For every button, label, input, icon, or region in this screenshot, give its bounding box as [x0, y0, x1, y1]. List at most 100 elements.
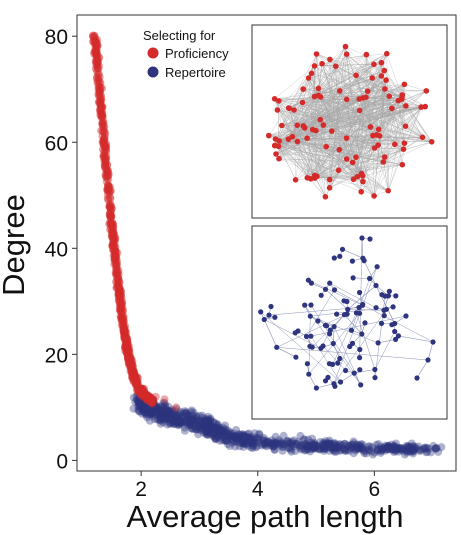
data-point-proficiency	[172, 403, 181, 412]
data-point-repertoire	[388, 444, 397, 452]
data-point-repertoire	[140, 400, 149, 409]
network-edge	[386, 53, 389, 191]
data-point-proficiency	[105, 210, 114, 218]
data-point-repertoire	[382, 444, 391, 453]
data-point-repertoire	[140, 404, 148, 412]
data-point-repertoire	[343, 441, 352, 450]
data-point-proficiency	[142, 394, 150, 403]
network-edge	[274, 145, 311, 179]
data-point-proficiency	[146, 396, 155, 405]
data-point-repertoire	[293, 439, 302, 448]
data-point-repertoire	[160, 415, 169, 424]
data-point-repertoire	[228, 435, 237, 444]
data-point-repertoire	[135, 396, 144, 405]
network-node	[360, 301, 366, 308]
data-point-repertoire	[200, 416, 209, 425]
data-point-repertoire	[214, 420, 222, 429]
network-edge	[355, 157, 403, 165]
data-point-proficiency	[108, 229, 117, 238]
data-point-repertoire	[188, 420, 197, 429]
network-edge	[355, 54, 367, 76]
data-point-proficiency	[141, 390, 150, 399]
data-point-repertoire	[219, 432, 228, 441]
data-point-proficiency	[141, 393, 150, 401]
data-point-repertoire	[315, 445, 324, 454]
data-point-repertoire	[360, 447, 368, 456]
data-point-repertoire	[143, 394, 152, 403]
data-point-repertoire	[260, 440, 269, 448]
data-point-repertoire	[198, 411, 207, 420]
data-point-repertoire	[239, 436, 248, 445]
data-point-proficiency	[101, 160, 110, 169]
data-point-repertoire	[140, 403, 149, 411]
data-point-repertoire	[189, 419, 198, 428]
data-point-proficiency	[98, 112, 106, 121]
data-point-proficiency	[130, 377, 139, 386]
data-point-proficiency	[100, 147, 109, 156]
data-point-proficiency	[121, 343, 130, 352]
data-point-repertoire	[153, 402, 162, 411]
network-edge	[346, 54, 407, 107]
data-point-repertoire	[320, 444, 329, 453]
data-point-repertoire	[205, 424, 214, 433]
network-node	[357, 367, 363, 373]
data-point-proficiency	[92, 40, 101, 49]
data-point-repertoire	[257, 441, 266, 450]
data-point-repertoire	[150, 406, 159, 415]
data-point-repertoire	[144, 400, 153, 409]
network-edge	[288, 100, 399, 140]
data-point-proficiency	[96, 110, 105, 119]
data-point-repertoire	[329, 445, 338, 454]
network-node	[331, 255, 337, 261]
data-point-repertoire	[142, 393, 151, 402]
data-point-proficiency	[106, 208, 115, 217]
data-point-proficiency	[122, 340, 131, 349]
data-point-repertoire	[201, 427, 210, 436]
data-point-repertoire	[145, 408, 154, 417]
data-point-repertoire	[195, 423, 204, 432]
network-edge	[342, 249, 364, 259]
data-point-proficiency	[92, 49, 101, 58]
network-node	[363, 94, 369, 100]
data-point-repertoire	[196, 419, 205, 428]
data-point-proficiency	[116, 286, 125, 295]
data-point-repertoire	[170, 411, 179, 420]
data-point-proficiency	[123, 352, 132, 361]
network-node	[418, 104, 424, 110]
network-node	[342, 43, 349, 50]
data-point-repertoire	[368, 443, 377, 452]
data-point-proficiency	[117, 314, 126, 323]
data-point-proficiency	[112, 283, 121, 292]
data-point-repertoire	[131, 398, 140, 406]
network-edge	[308, 374, 317, 389]
network-node	[331, 324, 337, 330]
data-point-repertoire	[231, 434, 240, 443]
data-point-proficiency	[132, 377, 141, 386]
data-point-repertoire	[337, 446, 345, 455]
data-point-proficiency	[139, 389, 148, 398]
data-point-proficiency	[127, 360, 136, 369]
data-point-proficiency	[111, 246, 120, 255]
data-point-proficiency	[140, 390, 149, 399]
data-point-repertoire	[202, 416, 211, 425]
legend-label-repertoire: Repertoire	[165, 65, 226, 80]
data-point-repertoire	[283, 436, 292, 445]
data-point-repertoire	[431, 444, 440, 453]
data-point-proficiency	[119, 323, 128, 332]
data-point-repertoire	[146, 397, 155, 406]
data-point-repertoire	[180, 423, 189, 432]
data-point-repertoire	[407, 447, 416, 456]
data-point-repertoire	[154, 410, 163, 419]
data-point-repertoire	[303, 441, 312, 450]
data-point-repertoire	[175, 411, 184, 420]
data-point-proficiency	[115, 286, 124, 295]
data-point-repertoire	[262, 442, 271, 451]
data-point-proficiency	[141, 391, 150, 399]
data-point-repertoire	[384, 441, 393, 450]
y-tick-label: 60	[45, 132, 68, 155]
data-point-proficiency	[129, 369, 138, 378]
data-point-proficiency	[108, 230, 117, 239]
data-point-proficiency	[98, 132, 107, 141]
data-point-repertoire	[141, 403, 150, 412]
